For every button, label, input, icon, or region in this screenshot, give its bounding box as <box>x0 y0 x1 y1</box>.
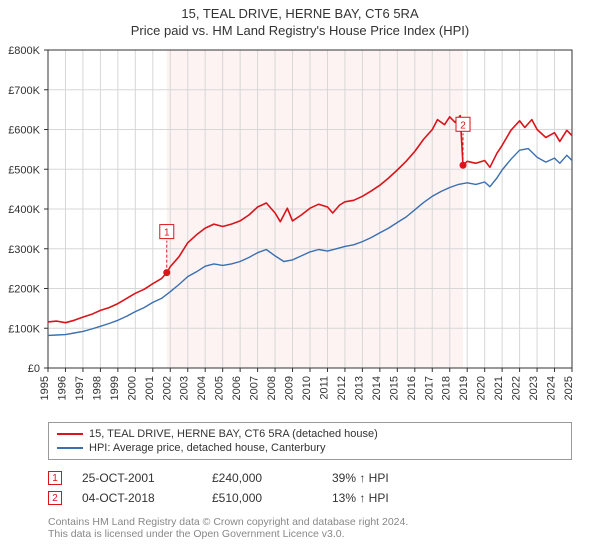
svg-text:£600K: £600K <box>8 125 40 137</box>
legend-row: 15, TEAL DRIVE, HERNE BAY, CT6 5RA (deta… <box>57 427 563 441</box>
svg-text:2016: 2016 <box>406 376 418 400</box>
sales-table: 1 25-OCT-2001 £240,000 39% ↑ HPI 2 04-OC… <box>48 468 572 508</box>
svg-text:2014: 2014 <box>371 376 383 400</box>
legend-swatch <box>57 447 83 449</box>
svg-text:£400K: £400K <box>8 204 40 216</box>
svg-text:2024: 2024 <box>546 376 558 400</box>
legend-box: 15, TEAL DRIVE, HERNE BAY, CT6 5RA (deta… <box>48 422 572 460</box>
legend-swatch <box>57 433 83 435</box>
svg-text:2021: 2021 <box>493 376 505 400</box>
footer-attribution: Contains HM Land Registry data © Crown c… <box>48 516 572 540</box>
svg-text:2001: 2001 <box>144 376 156 400</box>
svg-text:£100K: £100K <box>8 323 40 335</box>
svg-text:1995: 1995 <box>39 376 51 400</box>
svg-text:2007: 2007 <box>249 376 261 400</box>
sale-date: 04-OCT-2018 <box>82 491 192 505</box>
svg-text:2023: 2023 <box>528 376 540 400</box>
svg-text:2020: 2020 <box>476 376 488 400</box>
svg-text:£800K: £800K <box>8 46 40 57</box>
sale-marker-icon: 1 <box>48 471 62 485</box>
table-row: 1 25-OCT-2001 £240,000 39% ↑ HPI <box>48 468 572 488</box>
svg-text:2009: 2009 <box>284 376 296 400</box>
svg-text:£200K: £200K <box>8 284 40 296</box>
svg-text:2010: 2010 <box>301 376 313 400</box>
svg-text:1999: 1999 <box>109 376 121 400</box>
svg-text:£500K: £500K <box>8 164 40 176</box>
legend-label: HPI: Average price, detached house, Cant… <box>89 442 325 454</box>
legend-label: 15, TEAL DRIVE, HERNE BAY, CT6 5RA (deta… <box>89 428 378 440</box>
table-row: 2 04-OCT-2018 £510,000 13% ↑ HPI <box>48 488 572 508</box>
sale-price: £510,000 <box>212 491 312 505</box>
sale-hpi: 39% ↑ HPI <box>332 471 389 485</box>
footer-line: This data is licensed under the Open Gov… <box>48 528 572 540</box>
svg-text:2012: 2012 <box>336 376 348 400</box>
svg-text:2000: 2000 <box>126 376 138 400</box>
svg-text:2004: 2004 <box>196 376 208 400</box>
svg-text:2011: 2011 <box>318 376 330 400</box>
svg-text:2: 2 <box>460 120 466 131</box>
svg-text:2008: 2008 <box>266 376 278 400</box>
svg-text:2015: 2015 <box>388 376 400 400</box>
title-block: 15, TEAL DRIVE, HERNE BAY, CT6 5RA Price… <box>0 0 600 38</box>
svg-text:1996: 1996 <box>56 376 68 400</box>
sale-date: 25-OCT-2001 <box>82 471 192 485</box>
svg-text:2022: 2022 <box>511 376 523 400</box>
footer-line: Contains HM Land Registry data © Crown c… <box>48 516 572 528</box>
chart-area: £0 £100K £200K £300K £400K £500K £600K £700K £80… <box>0 46 600 416</box>
svg-text:2018: 2018 <box>441 376 453 400</box>
svg-text:1998: 1998 <box>91 376 103 400</box>
svg-text:1: 1 <box>164 228 170 239</box>
svg-text:£700K: £700K <box>8 85 40 97</box>
svg-text:2019: 2019 <box>458 376 470 400</box>
svg-text:1997: 1997 <box>74 376 86 400</box>
svg-text:2005: 2005 <box>214 376 226 400</box>
title-address: 15, TEAL DRIVE, HERNE BAY, CT6 5RA <box>0 6 600 21</box>
svg-text:2002: 2002 <box>161 376 173 400</box>
legend-row: HPI: Average price, detached house, Cant… <box>57 441 563 455</box>
line-chart-svg: £0 £100K £200K £300K £400K £500K £600K £700K £80… <box>0 46 600 416</box>
svg-text:£0: £0 <box>28 363 40 375</box>
svg-text:2006: 2006 <box>231 376 243 400</box>
svg-text:2013: 2013 <box>353 376 365 400</box>
svg-text:2025: 2025 <box>563 376 575 400</box>
sale-price: £240,000 <box>212 471 312 485</box>
title-subtitle: Price paid vs. HM Land Registry's House … <box>0 23 600 38</box>
svg-text:£300K: £300K <box>8 244 40 256</box>
svg-text:2017: 2017 <box>423 376 435 400</box>
sale-marker-icon: 2 <box>48 491 62 505</box>
sale-hpi: 13% ↑ HPI <box>332 491 389 505</box>
chart-container: 15, TEAL DRIVE, HERNE BAY, CT6 5RA Price… <box>0 0 600 560</box>
svg-text:2003: 2003 <box>179 376 191 400</box>
